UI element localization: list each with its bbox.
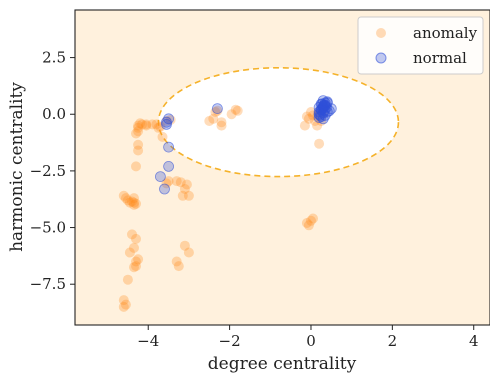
anomaly-point (129, 242, 139, 253)
anomaly-point (124, 247, 135, 258)
normal-point (163, 141, 175, 153)
anomaly-point (120, 299, 131, 310)
anomaly-point (171, 256, 182, 267)
anomaly-point (204, 116, 215, 126)
anomaly-point (216, 117, 227, 128)
anomaly-point (127, 229, 137, 240)
anomaly-point (306, 107, 316, 117)
anomaly-point (131, 161, 141, 172)
legend-frame (357, 16, 484, 75)
anomaly-point (303, 220, 314, 231)
anomaly-point (124, 197, 135, 208)
anomaly-point (118, 295, 129, 306)
anomaly-point (308, 213, 318, 224)
anomaly-point (131, 198, 141, 209)
legend: anomaly normal (357, 16, 484, 75)
x-tick-label: 2 (388, 332, 398, 350)
series-normal (154, 95, 337, 195)
anomaly-point (216, 120, 227, 131)
anomaly-point (118, 301, 129, 312)
anomaly-point (179, 240, 190, 251)
anomaly-point (312, 120, 323, 131)
x-axis-label: degree centrality (208, 354, 357, 374)
anomaly-point (135, 118, 146, 129)
anomaly-point (177, 190, 188, 201)
anomaly-point (133, 254, 144, 265)
anomaly-point (133, 120, 144, 131)
anomaly-point (173, 261, 184, 272)
x-tick-label: −2 (219, 332, 241, 350)
anomaly-point (141, 119, 152, 130)
normal-point (159, 183, 170, 195)
anomaly-point (151, 119, 162, 130)
legend-label-normal: normal (413, 49, 467, 67)
anomaly-point (129, 197, 139, 208)
y-axis-label: harmonic centrality (7, 82, 27, 252)
anomaly-point (133, 126, 144, 137)
anomaly-point (161, 178, 172, 189)
y-tick-label: −2.5 (30, 162, 66, 180)
anomaly-point (133, 145, 144, 156)
anomaly-point (118, 190, 129, 201)
anomaly-point (129, 199, 139, 210)
normal-point (163, 160, 175, 172)
plot-frame (74, 9, 490, 326)
x-tick-label: 4 (469, 332, 479, 350)
anomaly-point (131, 233, 141, 244)
y-tick-label: −7.5 (30, 275, 66, 293)
normal-point (161, 119, 172, 130)
anomaly-point (137, 119, 148, 130)
normal-point (316, 98, 328, 110)
anomaly-point (163, 176, 174, 187)
anomaly-point (131, 128, 141, 139)
anomaly-point (157, 131, 168, 142)
anomaly-point (299, 120, 310, 131)
legend-label-anomaly: anomaly (413, 24, 478, 42)
legend-marker-normal (375, 52, 387, 64)
anomaly-point (129, 262, 139, 273)
x-tick-label: −4 (137, 332, 159, 350)
anomaly-point (122, 195, 133, 206)
anomaly-point (226, 109, 237, 120)
anomaly-point (127, 196, 137, 207)
anomaly-point (129, 193, 139, 204)
legend-marker-anomaly (376, 28, 386, 38)
anomaly-point (171, 176, 182, 187)
anomaly-point (147, 119, 158, 130)
anomaly-point (141, 120, 152, 131)
anomaly-point (131, 261, 141, 272)
anomaly-point (155, 121, 166, 132)
anomaly-point (230, 104, 241, 115)
y-tick-label: 2.5 (42, 49, 66, 67)
anomaly-point (301, 218, 312, 228)
anomaly-point (120, 193, 131, 204)
normal-point (318, 105, 330, 117)
anomaly-point (122, 274, 133, 285)
normal-point (211, 103, 223, 114)
anomaly-point (301, 111, 312, 122)
x-tick-label: 0 (306, 332, 316, 350)
anomaly-point (232, 105, 243, 116)
y-tick-label: −5.0 (30, 219, 66, 237)
anomaly-point (183, 190, 194, 201)
anomaly-point (303, 113, 314, 124)
anomaly-point (208, 113, 219, 124)
anomaly-point (175, 177, 186, 188)
anomaly-point (131, 256, 141, 267)
anomaly-point (183, 247, 194, 258)
anomaly-point (210, 107, 221, 117)
anomaly-point (133, 139, 144, 150)
anomaly-point (314, 138, 325, 149)
anomaly-point (181, 179, 192, 190)
decision-boundary-ellipse (157, 66, 400, 178)
normal-point (154, 171, 166, 183)
y-tick-label: 0.0 (42, 105, 66, 123)
anomaly-point (306, 215, 316, 226)
anomaly-point (153, 122, 164, 133)
anomaly-point (133, 122, 144, 133)
anomaly-point (179, 184, 190, 194)
